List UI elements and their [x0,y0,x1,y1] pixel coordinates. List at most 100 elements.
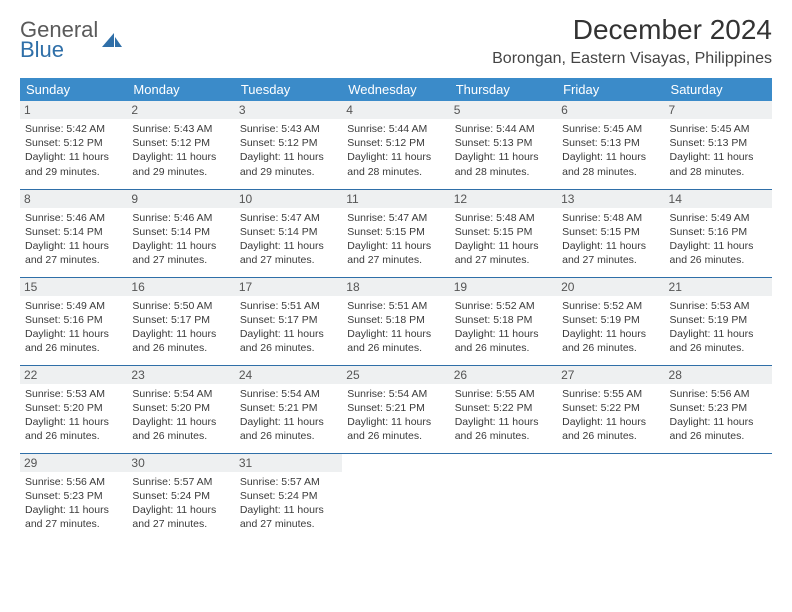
sunrise-line: Sunrise: 5:43 AM [132,122,229,136]
calendar-cell [557,453,664,541]
day-number: 7 [665,101,772,119]
daylight-line: Daylight: 11 hours and 27 minutes. [562,239,659,267]
calendar-cell: 3 Sunrise: 5:43 AMSunset: 5:12 PMDaylight… [235,101,342,189]
day-number: 30 [127,454,234,472]
daylight-line: Daylight: 11 hours and 27 minutes. [132,503,229,531]
day-number: 22 [20,366,127,384]
sunrise-line: Sunrise: 5:53 AM [25,387,122,401]
daylight-line: Daylight: 11 hours and 26 minutes. [25,415,122,443]
sunrise-line: Sunrise: 5:45 AM [562,122,659,136]
daylight-line: Daylight: 11 hours and 27 minutes. [132,239,229,267]
sunset-line: Sunset: 5:18 PM [455,313,552,327]
daylight-line: Daylight: 11 hours and 29 minutes. [132,150,229,178]
sunrise-line: Sunrise: 5:50 AM [132,299,229,313]
calendar-cell: 28Sunrise: 5:56 AMSunset: 5:23 PMDayligh… [665,365,772,453]
day-number: 20 [557,278,664,296]
header: General Blue December 2024 Borongan, Eas… [20,14,772,68]
daylight-line: Daylight: 11 hours and 28 minutes. [347,150,444,178]
location-subtitle: Borongan, Eastern Visayas, Philippines [492,50,772,68]
calendar-cell: 29Sunrise: 5:56 AMSunset: 5:23 PMDayligh… [20,453,127,541]
day-header: Saturday [665,78,772,101]
sunset-line: Sunset: 5:22 PM [562,401,659,415]
day-number: 27 [557,366,664,384]
day-header: Tuesday [235,78,342,101]
sunset-line: Sunset: 5:24 PM [132,489,229,503]
daylight-line: Daylight: 11 hours and 26 minutes. [132,415,229,443]
calendar-cell [450,453,557,541]
calendar-cell: 15Sunrise: 5:49 AMSunset: 5:16 PMDayligh… [20,277,127,365]
calendar-cell: 22 Sunrise: 5:53 AMSunset: 5:20 PMDayligh… [20,365,127,453]
daylight-line: Daylight: 11 hours and 26 minutes. [562,327,659,355]
sunrise-line: Sunrise: 5:57 AM [240,475,337,489]
daylight-line: Daylight: 11 hours and 27 minutes. [455,239,552,267]
sunrise-line: Sunrise: 5:57 AM [132,475,229,489]
sunset-line: Sunset: 5:19 PM [562,313,659,327]
calendar-cell: 30 Sunrise: 5:57 AMSunset: 5:24 PMDayligh… [127,453,234,541]
calendar-head: SundayMondayTuesdayWednesdayThursdayFrid… [20,78,772,101]
sunrise-line: Sunrise: 5:48 AM [562,211,659,225]
brand-word2: Blue [20,37,64,62]
sunrise-line: Sunrise: 5:51 AM [240,299,337,313]
sunset-line: Sunset: 5:22 PM [455,401,552,415]
sunset-line: Sunset: 5:13 PM [562,136,659,150]
sunset-line: Sunset: 5:15 PM [455,225,552,239]
sail-icon [100,31,124,49]
day-number: 16 [127,278,234,296]
daylight-line: Daylight: 11 hours and 28 minutes. [562,150,659,178]
daylight-line: Daylight: 11 hours and 27 minutes. [25,503,122,531]
sunset-line: Sunset: 5:15 PM [562,225,659,239]
day-number: 18 [342,278,449,296]
daylight-line: Daylight: 11 hours and 26 minutes. [347,327,444,355]
calendar-cell: 10Sunrise: 5:47 AMSunset: 5:14 PMDayligh… [235,189,342,277]
daylight-line: Daylight: 11 hours and 26 minutes. [455,415,552,443]
sunset-line: Sunset: 5:23 PM [670,401,767,415]
day-number: 2 [127,101,234,119]
day-number: 17 [235,278,342,296]
sunset-line: Sunset: 5:12 PM [240,136,337,150]
day-number: 26 [450,366,557,384]
calendar-cell: 4Sunrise: 5:44 AMSunset: 5:12 PMDaylight… [342,101,449,189]
brand-logo: General Blue [20,14,124,60]
daylight-line: Daylight: 11 hours and 26 minutes. [240,415,337,443]
sunrise-line: Sunrise: 5:47 AM [240,211,337,225]
calendar-cell: 2Sunrise: 5:43 AMSunset: 5:12 PMDaylight… [127,101,234,189]
sunset-line: Sunset: 5:12 PM [25,136,122,150]
sunset-line: Sunset: 5:21 PM [240,401,337,415]
title-block: December 2024 Borongan, Eastern Visayas,… [492,14,772,68]
sunset-line: Sunset: 5:14 PM [132,225,229,239]
sunrise-line: Sunrise: 5:43 AM [240,122,337,136]
sunset-line: Sunset: 5:14 PM [25,225,122,239]
sunset-line: Sunset: 5:16 PM [670,225,767,239]
daylight-line: Daylight: 11 hours and 26 minutes. [132,327,229,355]
sunset-line: Sunset: 5:24 PM [240,489,337,503]
daylight-line: Daylight: 11 hours and 29 minutes. [240,150,337,178]
sunset-line: Sunset: 5:20 PM [25,401,122,415]
day-header: Monday [127,78,234,101]
daylight-line: Daylight: 11 hours and 27 minutes. [240,239,337,267]
sunrise-line: Sunrise: 5:49 AM [25,299,122,313]
day-number: 29 [20,454,127,472]
month-title: December 2024 [492,14,772,46]
sunrise-line: Sunrise: 5:51 AM [347,299,444,313]
day-number: 14 [665,190,772,208]
day-number: 25 [342,366,449,384]
calendar-cell: 9Sunrise: 5:46 AMSunset: 5:14 PMDaylight… [127,189,234,277]
day-number: 23 [127,366,234,384]
sunrise-line: Sunrise: 5:52 AM [455,299,552,313]
day-header: Thursday [450,78,557,101]
brand-text: General Blue [20,20,98,60]
sunrise-line: Sunrise: 5:53 AM [670,299,767,313]
daylight-line: Daylight: 11 hours and 26 minutes. [347,415,444,443]
sunrise-line: Sunrise: 5:44 AM [455,122,552,136]
sunset-line: Sunset: 5:23 PM [25,489,122,503]
sunrise-line: Sunrise: 5:55 AM [455,387,552,401]
daylight-line: Daylight: 11 hours and 26 minutes. [25,327,122,355]
sunrise-line: Sunrise: 5:42 AM [25,122,122,136]
calendar-cell: 17Sunrise: 5:51 AMSunset: 5:17 PMDayligh… [235,277,342,365]
calendar-cell: 20Sunrise: 5:52 AMSunset: 5:19 PMDayligh… [557,277,664,365]
day-number: 3 [235,101,342,119]
day-number: 24 [235,366,342,384]
calendar-body: 1Sunrise: 5:42 AMSunset: 5:12 PMDaylight… [20,101,772,541]
calendar-cell: 6Sunrise: 5:45 AMSunset: 5:13 PMDaylight… [557,101,664,189]
calendar-cell: 19Sunrise: 5:52 AMSunset: 5:18 PMDayligh… [450,277,557,365]
